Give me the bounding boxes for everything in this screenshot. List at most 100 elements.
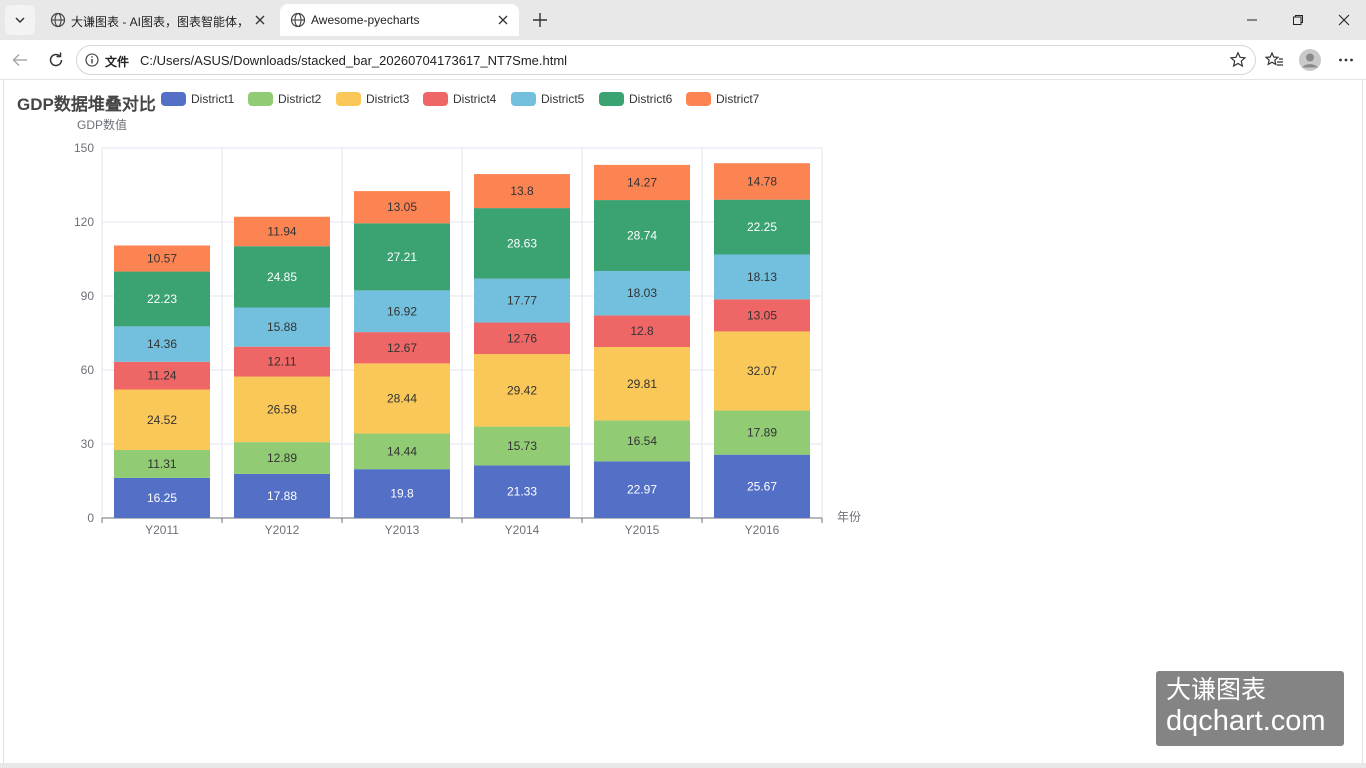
- data-label: 28.74: [627, 229, 657, 243]
- legend-label: District4: [453, 92, 497, 106]
- close-window-button[interactable]: [1330, 6, 1358, 34]
- site-info-label[interactable]: 文件: [105, 55, 130, 69]
- legend-item-district1[interactable]: District1: [161, 91, 234, 107]
- data-label: 22.97: [627, 483, 657, 497]
- chevron-down-icon: [15, 17, 25, 24]
- data-label: 15.73: [507, 439, 537, 453]
- bar-segment-district1: [114, 477, 210, 518]
- bar-segment-district1: [714, 454, 810, 518]
- new-tab-button[interactable]: [528, 8, 552, 32]
- data-label: 24.85: [267, 270, 297, 284]
- y-tick-label: 30: [81, 437, 95, 451]
- reload-icon: [49, 52, 63, 67]
- y-tick-label: 90: [81, 289, 95, 303]
- bar-segment-district5: [354, 290, 450, 333]
- tab-title: 大谦图表 - AI图表，图表智能体，: [71, 15, 250, 29]
- legend-item-district4[interactable]: District4: [423, 91, 496, 107]
- data-label: 16.25: [147, 491, 177, 505]
- bar-segment-district3: [354, 363, 450, 434]
- restore-button[interactable]: [1284, 6, 1312, 34]
- bar-segment-district7: [114, 245, 210, 272]
- bar-segment-district7: [474, 174, 570, 209]
- data-label: 16.92: [387, 304, 417, 318]
- globe-icon: [50, 12, 66, 28]
- bar-segment-district7: [714, 163, 810, 200]
- browser-toolbar: 文件 C:/Users/ASUS/Downloads/stacked_bar_2…: [0, 40, 1366, 80]
- bar-segment-district5: [114, 326, 210, 362]
- bar-segment-district1: [594, 461, 690, 518]
- legend-item-district6[interactable]: District6: [599, 91, 672, 107]
- legend-swatch: [336, 92, 361, 106]
- bar-segment-district3: [234, 376, 330, 443]
- legend-item-district5[interactable]: District5: [511, 91, 584, 107]
- y-tick-label: 60: [81, 363, 95, 377]
- legend-label: District6: [629, 92, 673, 106]
- star-icon[interactable]: [1229, 51, 1247, 69]
- restore-icon: [1293, 15, 1303, 25]
- watermark-line2: dqchart.com: [1166, 705, 1326, 737]
- bar-segment-district6: [594, 200, 690, 271]
- y-tick-label: 0: [87, 511, 94, 525]
- reload-button[interactable]: [44, 48, 68, 72]
- bar-segment-district1: [354, 469, 450, 518]
- data-label: 14.44: [387, 444, 417, 458]
- x-tick-label: Y2011: [145, 523, 179, 537]
- profile-button[interactable]: [1298, 48, 1322, 72]
- x-tick-label: Y2012: [265, 523, 300, 537]
- x-axis-title: 年份: [837, 510, 861, 524]
- data-label: 12.89: [267, 451, 297, 465]
- avatar-icon: [1299, 49, 1321, 71]
- back-button[interactable]: [8, 48, 32, 72]
- minimize-button[interactable]: [1238, 6, 1266, 34]
- url-text[interactable]: C:/Users/ASUS/Downloads/stacked_bar_2026…: [140, 53, 568, 68]
- globe-icon: [290, 12, 306, 28]
- data-label: 19.8: [390, 487, 414, 501]
- data-label: 11.24: [147, 369, 176, 383]
- bar-segment-district5: [714, 254, 810, 300]
- legend-swatch: [248, 92, 273, 106]
- tab-title: Awesome-pyecharts: [311, 13, 420, 27]
- data-label: 10.57: [147, 252, 177, 266]
- bar-segment-district6: [474, 208, 570, 279]
- bar-segment-district6: [714, 199, 810, 255]
- legend-item-district3[interactable]: District3: [336, 91, 409, 107]
- legend-item-district7[interactable]: District7: [686, 91, 759, 107]
- bar-segment-district4: [714, 299, 810, 332]
- bar-segment-district7: [234, 216, 330, 247]
- data-label: 28.44: [387, 391, 417, 405]
- bar-segment-district4: [234, 346, 330, 377]
- close-tab-button[interactable]: [495, 12, 511, 28]
- data-label: 14.36: [147, 337, 177, 351]
- close-tab-button[interactable]: [252, 12, 268, 28]
- bar-segment-district7: [594, 164, 690, 201]
- y-tick-label: 120: [74, 215, 94, 229]
- data-label: 12.8: [630, 324, 654, 338]
- legend-item-district2[interactable]: District2: [248, 91, 321, 107]
- bar-segment-district2: [114, 450, 210, 478]
- data-label: 28.63: [507, 236, 537, 250]
- legend-swatch: [511, 92, 536, 106]
- bar-segment-district1: [234, 473, 330, 518]
- data-label: 12.67: [387, 341, 417, 355]
- data-label: 26.58: [267, 402, 297, 416]
- legend-label: District5: [541, 92, 585, 106]
- bar-segment-district3: [114, 389, 210, 451]
- bar-segment-district3: [474, 354, 570, 427]
- tab-dqchart[interactable]: 大谦图表 - AI图表，图表智能体，: [40, 4, 276, 36]
- close-icon: [1338, 14, 1350, 26]
- info-icon[interactable]: [85, 53, 99, 67]
- y-axis-title: GDP数值: [77, 117, 127, 132]
- y-tick-label: 150: [74, 141, 94, 155]
- favorites-button[interactable]: [1262, 48, 1286, 72]
- legend-label: District7: [716, 92, 760, 106]
- x-tick-label: Y2015: [625, 523, 660, 537]
- x-tick-label: Y2014: [505, 523, 540, 537]
- bar-segment-district4: [474, 322, 570, 355]
- more-menu-button[interactable]: [1334, 48, 1358, 72]
- tab-search-button[interactable]: [5, 5, 35, 35]
- address-bar[interactable]: 文件 C:/Users/ASUS/Downloads/stacked_bar_2…: [76, 45, 1256, 75]
- tab-awesome-pyecharts[interactable]: Awesome-pyecharts: [280, 4, 519, 36]
- data-label: 12.76: [507, 331, 537, 345]
- close-icon: [498, 15, 508, 25]
